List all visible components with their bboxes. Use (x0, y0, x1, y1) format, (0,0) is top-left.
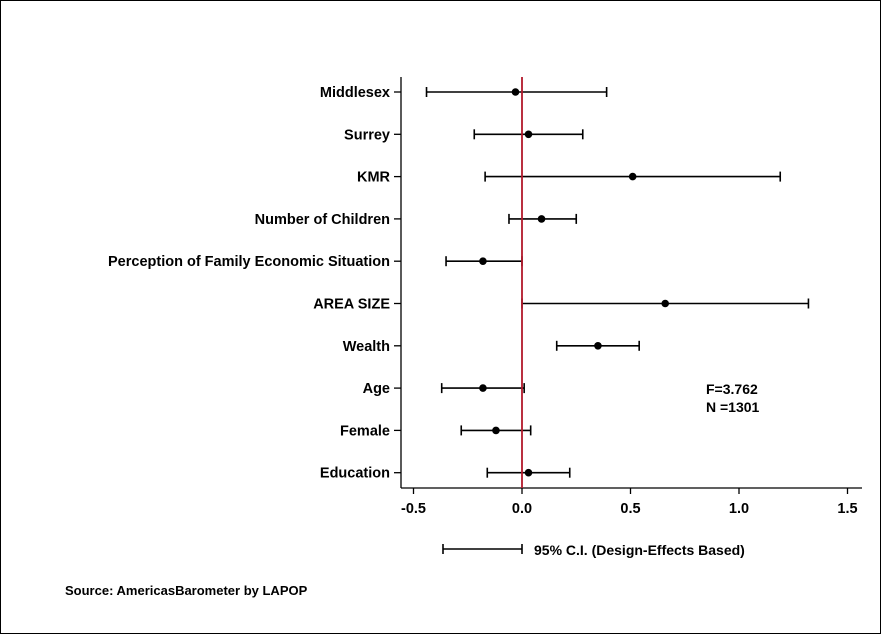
coefficient-point (524, 130, 533, 139)
category-label: Education (320, 466, 390, 482)
x-tick-label: 0.5 (620, 501, 640, 517)
coefficient-point (594, 342, 602, 350)
x-tick-label: -0.5 (401, 501, 426, 517)
category-label: Female (340, 423, 390, 439)
coefficient-point (661, 299, 670, 308)
x-tick-label: 1.0 (729, 501, 749, 517)
sample-size-label: N =1301 (706, 399, 760, 415)
data-marks (425, 77, 810, 488)
coefficient-point (524, 468, 533, 477)
category-label: Middlesex (320, 85, 390, 101)
coefficient-point (492, 426, 500, 435)
f-statistic-label: F=3.762 (706, 381, 758, 397)
coefficient-point (479, 257, 487, 266)
coefficient-point (511, 88, 520, 96)
category-label: AREA SIZE (313, 297, 390, 313)
category-label: Age (363, 381, 390, 397)
source-note: Source: AmericasBarometer by LAPOP (65, 583, 308, 598)
axes: -0.5 0.0 0.5 1.0 1.5 Middlesex Surrey KMR Number… (108, 77, 862, 517)
coefficient-point (537, 215, 546, 223)
legend-label: 95% C.I. (Design-Effects Based) (534, 542, 745, 558)
coefficient-point (479, 384, 487, 392)
x-tick-label: 0.0 (512, 501, 532, 517)
category-label: Surrey (344, 127, 390, 143)
category-label: Wealth (343, 339, 390, 355)
category-label: KMR (357, 170, 391, 186)
category-label: Number of Children (255, 212, 390, 228)
legend (442, 544, 523, 554)
coefficient-point (628, 172, 637, 181)
x-tick-label: 1.5 (837, 501, 857, 517)
category-label: Perception of Family Economic Situation (108, 254, 390, 270)
